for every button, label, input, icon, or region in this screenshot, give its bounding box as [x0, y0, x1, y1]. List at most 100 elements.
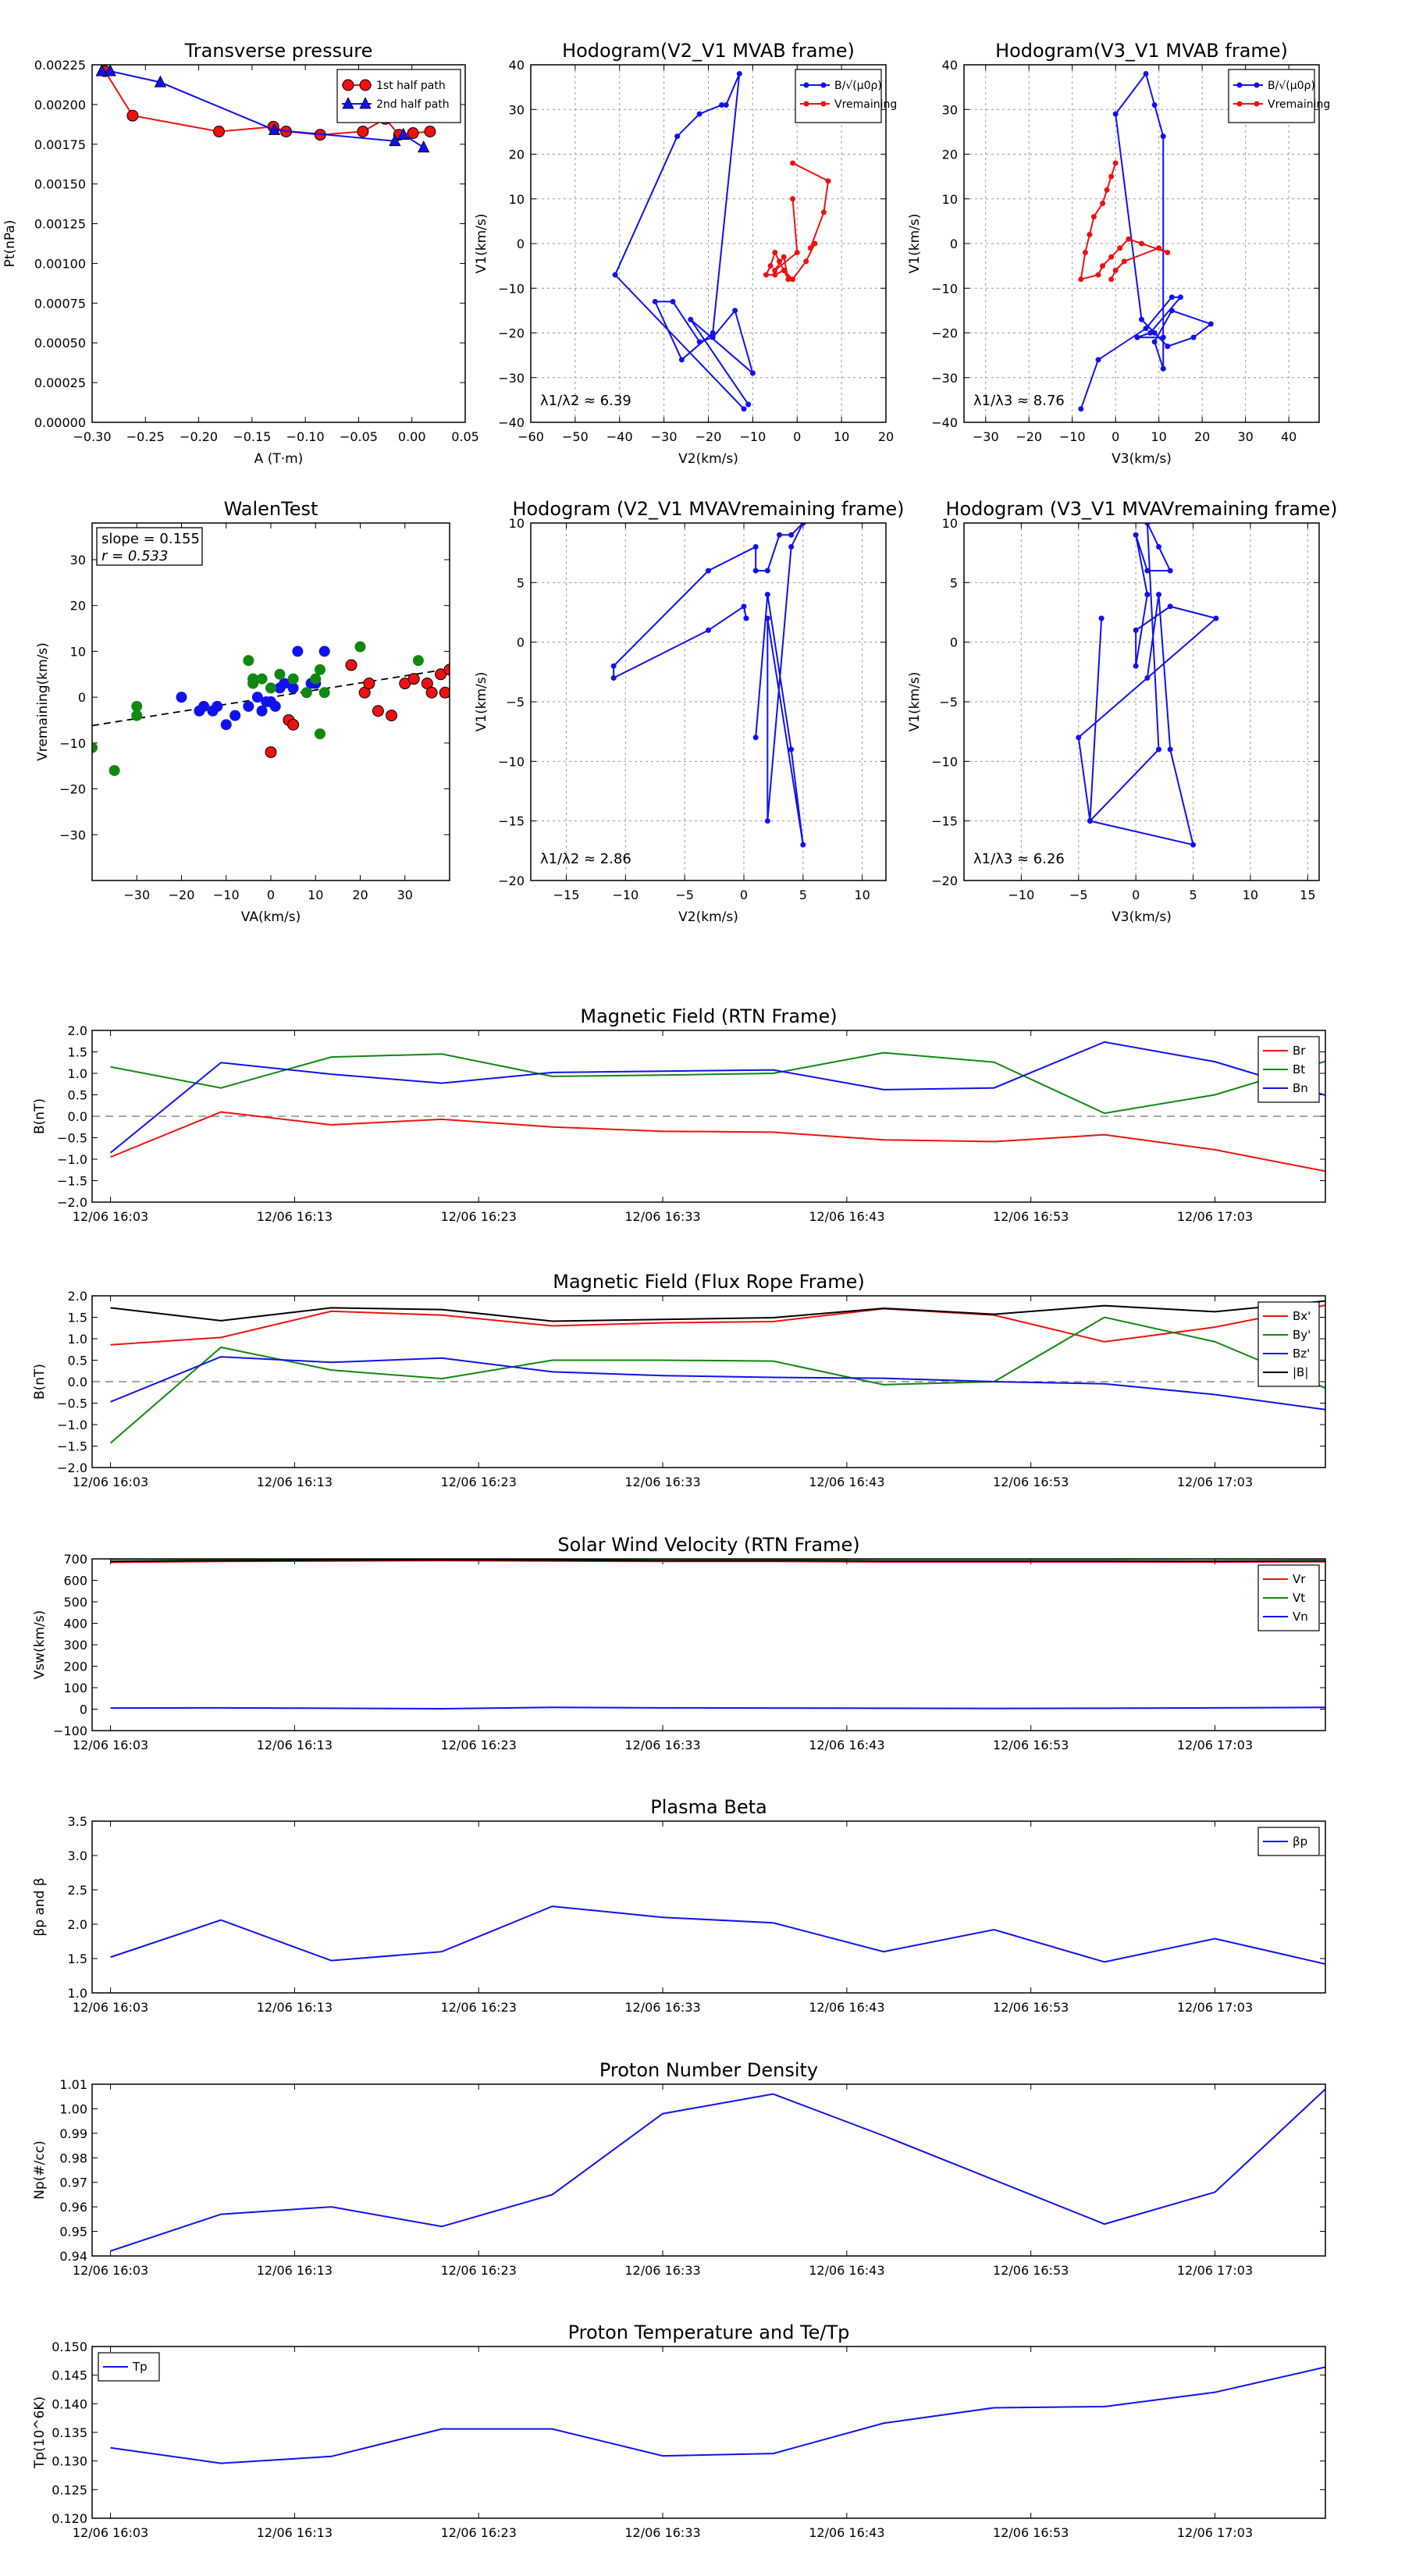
x-tick-label: 0: [1112, 429, 1119, 444]
y-tick-label: 0: [517, 237, 525, 251]
y-tick-label: −10: [498, 281, 525, 296]
x-tick-label: −5: [675, 888, 694, 902]
y-tick-label: 10: [70, 644, 86, 659]
x-tick-label: 12/06 16:23: [441, 1738, 517, 1752]
y-tick-label: −30: [498, 371, 525, 386]
plot-area: [110, 2088, 1325, 2252]
data-point: [443, 664, 450, 676]
data-point: [251, 692, 263, 703]
chart-title: Plasma Beta: [650, 1796, 767, 1818]
data-point: [397, 127, 410, 140]
legend-marker: [1254, 82, 1260, 88]
data-point: [213, 125, 226, 137]
x-tick-label: 12/06 16:23: [441, 2525, 517, 2540]
y-tick-label: 0: [80, 1703, 87, 1717]
y-tick-label: 3.0: [68, 1848, 87, 1863]
x-tick-label: −0.05: [340, 429, 378, 444]
data-point: [372, 705, 384, 717]
y-tick-label: −10: [498, 754, 525, 769]
axes-frame: [530, 64, 887, 423]
data-point: [1112, 111, 1119, 117]
x-tick-label: 12/06 17:03: [1177, 2263, 1253, 2278]
data-point: [1108, 276, 1115, 283]
plot-area: [95, 65, 436, 153]
data-point: [1147, 330, 1154, 336]
chart-title: Proton Temperature and Te/Tp: [568, 2322, 850, 2343]
data-point: [741, 406, 747, 412]
data-point: [741, 603, 747, 610]
plot-area: [92, 1300, 1325, 1444]
data-point: [1078, 406, 1084, 412]
legend-marker: [359, 97, 372, 109]
legend-marker: [820, 82, 827, 88]
data-point: [1082, 249, 1088, 255]
data-point: [706, 568, 711, 574]
data-point: [767, 263, 774, 269]
y-axis-label: Vremaining(km/s): [35, 642, 51, 761]
x-tick-label: 12/06 16:13: [257, 1475, 333, 1489]
legend-label: Vn: [1293, 1610, 1308, 1624]
x-tick-label: −0.20: [180, 429, 218, 444]
data-point: [1095, 357, 1101, 363]
y-tick-label: 0.130: [52, 2454, 87, 2469]
legend-frame: [1228, 69, 1315, 123]
legend: B/√(μ0ρ) Vremaining: [795, 69, 897, 123]
x-tick-label: 12/06 16:23: [441, 2000, 517, 2015]
data-point: [785, 276, 791, 283]
y-tick-label: −1.0: [57, 1418, 87, 1432]
data-point: [790, 160, 796, 166]
data-point: [1190, 334, 1197, 340]
y-tick-label: 30: [509, 102, 525, 117]
chart-title: Hodogram(V3_V1 MVAB frame): [995, 40, 1288, 62]
data-point: [1104, 187, 1110, 193]
data-point: [610, 674, 617, 681]
y-tick-label: 10: [942, 192, 958, 207]
data-point: [794, 249, 800, 255]
data-point: [318, 646, 330, 657]
data-point: [736, 70, 742, 76]
data-point: [1095, 272, 1101, 278]
y-tick-label: 2.5: [68, 1883, 87, 1898]
data-point: [1208, 321, 1214, 327]
y-tick-label: −20: [59, 782, 86, 797]
legend-marker: [803, 82, 809, 88]
x-tick-label: 12/06 16:33: [624, 2000, 700, 2015]
y-tick-label: 0.145: [52, 2368, 87, 2383]
data-point: [1087, 232, 1093, 238]
data-point: [1100, 263, 1106, 269]
data-point: [781, 254, 787, 260]
data-point: [386, 710, 398, 722]
data-point: [1133, 627, 1139, 633]
legend-label: Bt: [1293, 1062, 1305, 1076]
data-point: [287, 682, 299, 694]
eigen-ratio-annotation: λ1/λ2 ≈ 6.39: [540, 393, 631, 409]
x-tick-label: 0.00: [398, 429, 426, 444]
data-point: [752, 735, 759, 741]
y-tick-label: 0.00050: [34, 336, 86, 350]
y-tick-label: −10: [59, 736, 86, 751]
data-point: [1090, 214, 1097, 220]
y-tick-label: 1.5: [68, 1045, 87, 1060]
data-point: [719, 102, 725, 109]
data-point: [763, 272, 769, 278]
panel-walen: −30 −20 −10 0 10 20 30 −30 −20 −10 0 10 20 30 WalenTes…: [35, 498, 450, 925]
y-tick-label: 700: [63, 1552, 87, 1567]
x-axis-label: V2(km/s): [678, 909, 738, 925]
x-tick-label: 12/06 17:03: [1177, 2000, 1253, 2015]
legend-label: 2nd half path: [376, 98, 450, 111]
panel-tp_temp: 0.120 0.125 0.130 0.135 0.140 0.145 0.150 12/06…: [32, 2322, 1326, 2540]
x-axis-label: V3(km/s): [1112, 909, 1172, 925]
y-tick-label: −10: [931, 754, 958, 769]
data-point: [1151, 102, 1158, 109]
x-tick-label: −30: [651, 429, 678, 444]
data-point: [1108, 173, 1115, 180]
data-point: [612, 272, 618, 278]
y-tick-label: −20: [498, 873, 525, 888]
y-tick-label: 1.0: [68, 1332, 87, 1347]
data-point: [1139, 240, 1144, 247]
eigen-ratio-annotation: λ1/λ3 ≈ 8.76: [973, 393, 1065, 409]
legend: B/√(μ0ρ) Vremaining: [1228, 69, 1330, 123]
data-point: [1144, 568, 1151, 574]
